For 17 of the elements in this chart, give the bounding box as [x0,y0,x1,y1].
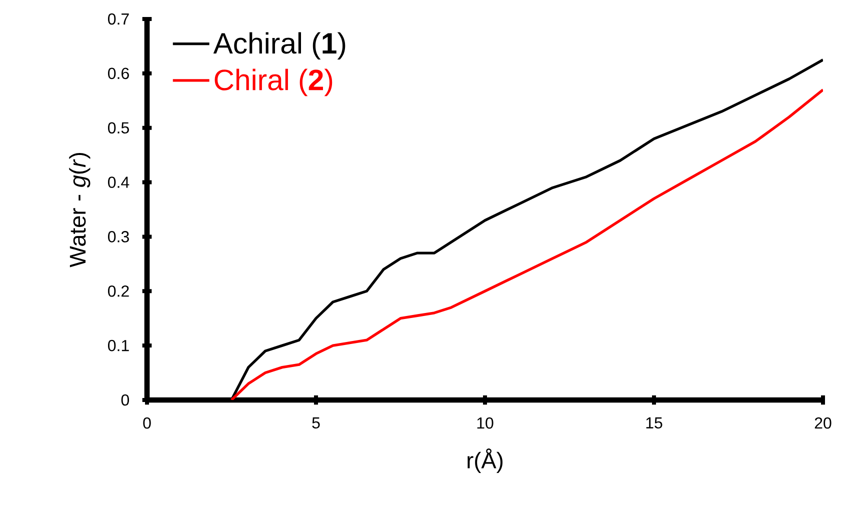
x-tick-label: 20 [814,417,832,429]
y-tick-label: 0.4 [108,176,130,188]
x-axis-title: r(Å) [468,448,502,473]
x-tick-label: 5 [312,417,320,429]
y-tick-label: 0.2 [108,285,129,297]
y-tick-label: 0.3 [108,231,129,242]
y-tick-label: 0 [121,394,130,406]
y-tick-label: 0.6 [108,68,129,80]
y-axis-title: Water - g(r) [69,153,90,268]
x-tick-label: 15 [646,417,662,429]
y-tick-label: 0.5 [108,122,129,134]
y-tick-label: 0.7 [108,13,129,25]
legend-label: Achiral (1) [213,32,346,60]
x-tick-label: 10 [477,417,494,429]
y-tick-label: 0.1 [108,340,129,352]
legend-label: Chiral (2) [214,68,332,96]
x-tick-label: 0 [143,417,151,429]
